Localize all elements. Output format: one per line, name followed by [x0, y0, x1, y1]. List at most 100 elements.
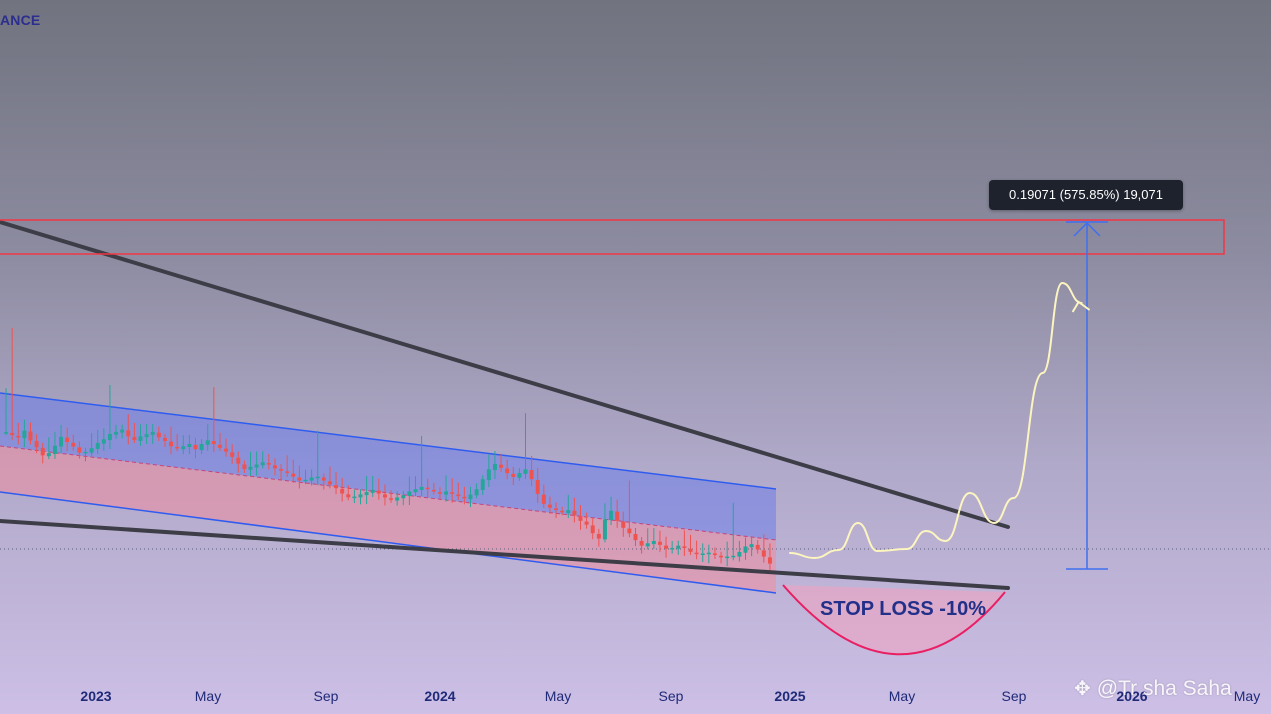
candle-body: [364, 492, 369, 496]
candle-body: [425, 487, 430, 490]
candle-body: [89, 448, 94, 453]
candle-body: [529, 470, 534, 480]
candle-body: [303, 479, 308, 482]
candle-body: [150, 431, 155, 435]
candle-body: [382, 494, 387, 498]
candle-body: [541, 494, 546, 504]
projection-path: [789, 281, 1083, 560]
x-tick-label: Sep: [313, 688, 339, 704]
candle-body: [511, 473, 516, 477]
candle-body: [462, 496, 467, 499]
candle-body: [309, 477, 314, 481]
candle-body: [700, 553, 705, 555]
candle-body: [468, 494, 473, 500]
measure-tooltip: 0.19071 (575.85%) 19,071: [989, 180, 1183, 210]
candle-body: [327, 481, 332, 485]
watermark-text: @Tr sha Saha: [1096, 676, 1232, 700]
candle-body: [16, 435, 21, 438]
candle-body: [101, 439, 106, 444]
candle-body: [77, 447, 82, 453]
candle-body: [431, 489, 436, 492]
channel-upper-line: [0, 392, 777, 490]
candle-body: [22, 430, 27, 439]
x-tick-label: May: [544, 688, 572, 704]
candle-body: [272, 465, 277, 469]
candle-body: [242, 464, 247, 469]
candle-body: [266, 463, 271, 465]
candle-body: [59, 436, 64, 447]
candle-body: [578, 516, 583, 521]
candle-body: [670, 547, 675, 550]
candle-body: [480, 479, 485, 490]
candle-body: [767, 557, 772, 564]
candle-body: [138, 436, 143, 441]
candle-body: [65, 437, 70, 443]
candle-body: [376, 490, 381, 494]
candle-body: [315, 476, 320, 479]
candle-body: [456, 494, 461, 497]
candle-body: [40, 447, 45, 456]
candle-body: [627, 528, 632, 534]
candle-body: [584, 521, 589, 525]
candle-body: [712, 553, 717, 556]
candle-body: [706, 552, 711, 555]
candle-body: [352, 496, 357, 499]
candle-body: [492, 463, 497, 471]
channel-layer: [0, 392, 1271, 594]
candle-body: [46, 453, 51, 457]
candle-body: [358, 494, 363, 498]
channel-mid-line: [0, 445, 777, 541]
candle-body: [596, 533, 601, 539]
candle-body: [602, 519, 607, 540]
candle-body: [590, 525, 595, 534]
candle-body: [236, 457, 241, 464]
ticker-label: ANCE: [0, 12, 41, 28]
candle-body: [554, 508, 559, 511]
candle-body: [340, 488, 345, 494]
candle-body: [34, 441, 39, 448]
candle-body: [755, 544, 760, 550]
candle-body: [321, 477, 326, 481]
candle-body: [743, 546, 748, 553]
candle-body: [175, 446, 180, 449]
candle-body: [444, 491, 449, 495]
x-tick-label: 2024: [424, 688, 456, 704]
candle-body: [28, 431, 33, 441]
candle-body: [83, 451, 88, 454]
candle-body: [144, 434, 149, 438]
candle-body: [609, 510, 614, 521]
candle-body: [401, 495, 406, 499]
candle-body: [633, 533, 638, 541]
candle-body: [107, 434, 112, 441]
stop-loss-zone: [783, 585, 1005, 655]
candle-body: [517, 473, 522, 478]
candle-body: [505, 468, 510, 474]
candle-body: [437, 492, 442, 494]
candle-body: [719, 555, 724, 558]
candle-body: [95, 442, 100, 449]
candle-body: [725, 556, 730, 559]
x-tick-label: 2023: [80, 688, 112, 704]
projection-arrowhead: [1071, 300, 1091, 313]
stop-loss-label: STOP LOSS -10%: [820, 598, 986, 620]
candle-body: [260, 462, 265, 466]
watermark: ✥ @Tr sha Saha: [1074, 676, 1232, 701]
x-tick-label: 2025: [774, 688, 806, 704]
candle-body: [211, 441, 216, 445]
support-trendline: [0, 519, 1010, 590]
candle-body: [761, 550, 766, 557]
candle-body: [346, 494, 351, 498]
candle-body: [248, 466, 253, 470]
candle-body: [181, 446, 186, 450]
candle-body: [254, 464, 259, 468]
trendlines-layer: [0, 220, 1010, 590]
candle-body: [297, 477, 302, 481]
candle-body: [676, 545, 681, 549]
candle-body: [217, 444, 222, 448]
candle-body: [560, 510, 565, 513]
candle-body: [10, 432, 15, 436]
candle-body: [688, 548, 693, 552]
candle-body: [120, 429, 125, 433]
candle-body: [279, 469, 284, 471]
